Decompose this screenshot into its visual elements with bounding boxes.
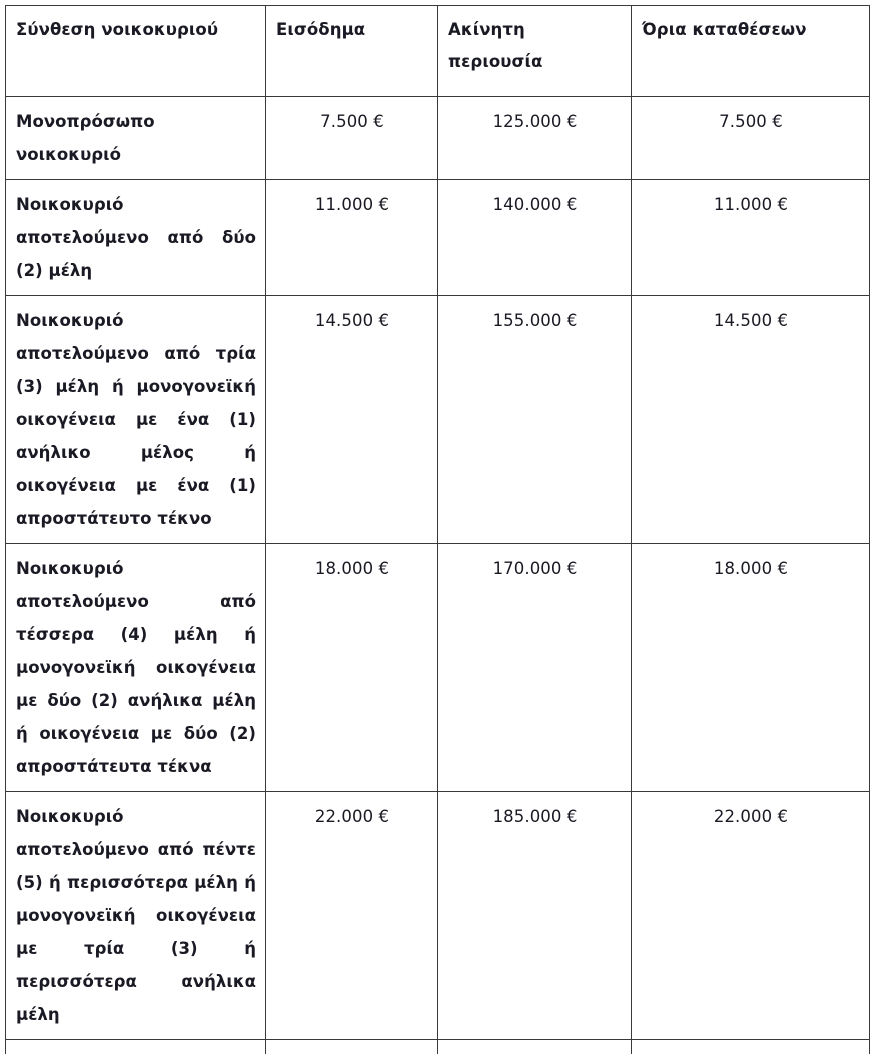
cell-deposits: 22.000 € xyxy=(631,791,870,1040)
cell-composition: Μονοπρόσωπο νοικοκυριό xyxy=(5,96,266,180)
cell-clipped xyxy=(631,1039,870,1054)
table-row: Νοικοκυριό αποτελούμενο από πέντε (5) ή … xyxy=(5,791,870,1040)
table-row: Νοικοκυριό αποτελούμενο από τρία (3) μέλ… xyxy=(5,295,870,544)
table-body: Μονοπρόσωπο νοικοκυριό 7.500 € 125.000 €… xyxy=(5,96,870,1054)
column-header-property: Ακίνητη περιουσία xyxy=(437,5,632,97)
cell-clipped xyxy=(437,1039,632,1054)
cell-income: 7.500 € xyxy=(265,96,438,180)
column-header-composition: Σύνθεση νοικοκυριού xyxy=(5,5,266,97)
cell-property: 125.000 € xyxy=(437,96,632,180)
table-container: Σύνθεση νοικοκυριού Εισόδημα Ακίνητη περ… xyxy=(5,5,870,1054)
table-row: Νοικοκυριό αποτελούμενο από τέσσερα (4) … xyxy=(5,543,870,792)
cell-income: 14.500 € xyxy=(265,295,438,544)
cell-income: 18.000 € xyxy=(265,543,438,792)
cell-income: 11.000 € xyxy=(265,179,438,296)
cell-property: 155.000 € xyxy=(437,295,632,544)
table-header-row: Σύνθεση νοικοκυριού Εισόδημα Ακίνητη περ… xyxy=(5,5,870,97)
table-row: Μονοπρόσωπο νοικοκυριό 7.500 € 125.000 €… xyxy=(5,96,870,180)
cell-composition: Νοικοκυριό αποτελούμενο από τέσσερα (4) … xyxy=(5,543,266,792)
column-header-deposits: Όρια καταθέσεων xyxy=(631,5,870,97)
table-header: Σύνθεση νοικοκυριού Εισόδημα Ακίνητη περ… xyxy=(5,5,870,97)
cell-clipped xyxy=(5,1039,266,1054)
table-row-clipped xyxy=(5,1039,870,1054)
cell-deposits: 14.500 € xyxy=(631,295,870,544)
household-limits-table: Σύνθεση νοικοκυριού Εισόδημα Ακίνητη περ… xyxy=(5,5,870,1054)
document-page: Σύνθεση νοικοκυριού Εισόδημα Ακίνητη περ… xyxy=(5,5,870,1054)
cell-deposits: 7.500 € xyxy=(631,96,870,180)
cell-property: 140.000 € xyxy=(437,179,632,296)
cell-deposits: 11.000 € xyxy=(631,179,870,296)
cell-deposits: 18.000 € xyxy=(631,543,870,792)
cell-composition: Νοικοκυριό αποτελούμενο από τρία (3) μέλ… xyxy=(5,295,266,544)
column-header-income: Εισόδημα xyxy=(265,5,438,97)
table-row: Νοικοκυριό αποτελούμενο από δύο (2) μέλη… xyxy=(5,179,870,296)
cell-income: 22.000 € xyxy=(265,791,438,1040)
cell-composition: Νοικοκυριό αποτελούμενο από δύο (2) μέλη xyxy=(5,179,266,296)
cell-property: 185.000 € xyxy=(437,791,632,1040)
cell-clipped xyxy=(265,1039,438,1054)
cell-property: 170.000 € xyxy=(437,543,632,792)
cell-composition: Νοικοκυριό αποτελούμενο από πέντε (5) ή … xyxy=(5,791,266,1040)
